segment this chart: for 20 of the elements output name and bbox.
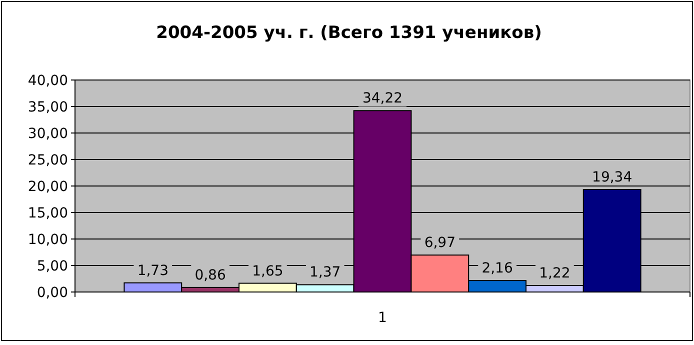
y-tick-label: 40,00 [28, 72, 68, 89]
data-label: 1,65 [252, 263, 284, 280]
y-tick-label: 35,00 [28, 99, 68, 116]
chart-title: 2004-2005 уч. г. (Всего 1391 учеников) [156, 23, 542, 43]
x-tick-label: 1 [378, 310, 387, 326]
y-tick-label: 25,00 [28, 152, 68, 168]
y-tick-label: 0,00 [36, 284, 68, 301]
y-tick-label: 15,00 [28, 205, 68, 222]
data-label: 0,86 [194, 267, 226, 284]
data-label: 2,16 [482, 260, 513, 277]
data-label: 1,37 [310, 264, 341, 281]
data-label: 1,73 [137, 262, 168, 279]
y-tick-label: 30,00 [28, 126, 68, 142]
y-tick-label: 10,00 [28, 232, 68, 248]
y-tick-label: 20,00 [28, 178, 68, 195]
y-tick-label: 5,00 [36, 258, 68, 274]
data-label: 34,22 [362, 90, 403, 107]
data-label: 6,97 [424, 235, 456, 252]
data-label: 19,34 [592, 170, 632, 186]
data-label: 1,22 [539, 266, 570, 282]
